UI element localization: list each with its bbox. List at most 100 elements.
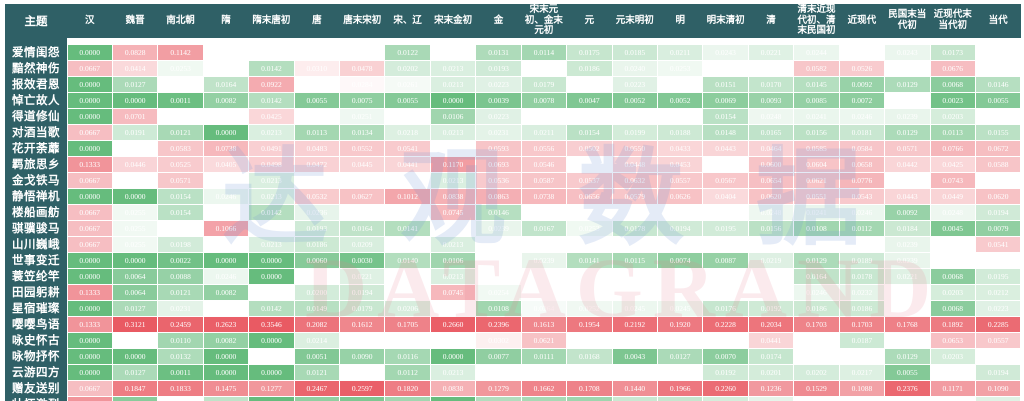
heatmap-cell: 0.0213 bbox=[249, 188, 294, 204]
heatmap-cell: 0.0142 bbox=[249, 92, 294, 108]
heatmap-cell: 0.0838 bbox=[430, 188, 476, 204]
heatmap-cell bbox=[249, 44, 294, 60]
heatmap-cell: 0.0248 bbox=[930, 204, 975, 220]
column-header: 汉 bbox=[84, 14, 95, 26]
heatmap-cell: 0.0239 bbox=[476, 220, 521, 236]
table-row: 报效君恩 0.0000 0.0127 0.0164 0.0922 0.0284 0.0261… bbox=[5, 76, 1021, 92]
heatmap-cell: 0.0498 bbox=[249, 156, 294, 172]
heatmap-cell: 0.0127 bbox=[112, 76, 158, 92]
heatmap-cell: 0.0194 bbox=[657, 220, 703, 236]
heatmap-cell bbox=[885, 172, 930, 188]
heatmap-cell: 0.0108 bbox=[476, 300, 521, 316]
heatmap-cell: 0.0052 bbox=[612, 92, 657, 108]
heatmap-cell bbox=[521, 268, 567, 284]
heatmap-cell: 0.2623 bbox=[203, 316, 249, 332]
heatmap-cell: 0.0132 bbox=[158, 348, 203, 364]
heatmap-cell: 0.0253 bbox=[567, 220, 612, 236]
column-header: 魏晋 bbox=[125, 14, 145, 26]
heatmap-cell: 0.0667 bbox=[67, 124, 112, 140]
heatmap-cell: 0.0239 bbox=[521, 252, 567, 268]
heatmap-cell: 0.0000 bbox=[249, 364, 294, 380]
heatmap-cell: 0.0453 bbox=[657, 156, 703, 172]
heatmap-cell: 0.0243 bbox=[885, 44, 930, 60]
heatmap-cell bbox=[158, 396, 203, 401]
heatmap-cell: 0.0022 bbox=[158, 252, 203, 268]
heatmap-cell bbox=[430, 332, 476, 348]
heatmap-cell: 0.0443 bbox=[703, 140, 748, 156]
heatmap-cell: 0.0302 bbox=[476, 332, 521, 348]
heatmap-cell: 0.2459 bbox=[158, 316, 203, 332]
row-label: 山川巍峨 bbox=[5, 236, 67, 252]
column-header: 元 bbox=[584, 14, 595, 26]
heatmap-cell: 0.0241 bbox=[794, 108, 839, 124]
heatmap-cell: 0.0178 bbox=[839, 268, 885, 284]
heatmap-cell bbox=[430, 300, 476, 316]
row-label: 羁旅思乡 bbox=[5, 156, 67, 172]
column-header: 近现代 bbox=[847, 14, 877, 26]
heatmap-cell: 0.0445 bbox=[340, 156, 385, 172]
heatmap-cell: 0.0667 bbox=[67, 220, 112, 236]
heatmap-cell: 0.0246 bbox=[203, 188, 249, 204]
heatmap-cell: 0.0000 bbox=[67, 364, 112, 380]
heatmap-cell bbox=[567, 364, 612, 380]
heatmap-cell: 0.0127 bbox=[112, 300, 158, 316]
heatmap-cell bbox=[476, 236, 521, 252]
heatmap-cell: 0.0000 bbox=[203, 124, 249, 140]
label-column-strip bbox=[5, 38, 67, 44]
column-header: 元末明初 bbox=[615, 14, 654, 26]
row-label: 咏物抒怀 bbox=[5, 348, 67, 364]
heatmap-cell: 0.0075 bbox=[340, 92, 385, 108]
heatmap-cell: 0.0405 bbox=[203, 156, 249, 172]
heatmap-cell: 0.0194 bbox=[975, 204, 1021, 220]
heatmap-cell bbox=[612, 108, 657, 124]
heatmap-cell: 0.0111 bbox=[521, 348, 567, 364]
heatmap-cell: 0.0442 bbox=[885, 156, 930, 172]
heatmap-cell bbox=[748, 268, 794, 284]
heatmap-cell: 0.0543 bbox=[839, 188, 885, 204]
heatmap-cell: 0.0284 bbox=[340, 76, 385, 92]
heatmap-cell: 0.0620 bbox=[748, 188, 794, 204]
heatmap-cell bbox=[567, 268, 612, 284]
column-header: 唐 bbox=[312, 14, 322, 26]
heatmap-cell: 0.0693 bbox=[476, 156, 521, 172]
heatmap-cell bbox=[249, 348, 294, 364]
heatmap-cell: 0.0110 bbox=[158, 332, 203, 348]
heatmap-cell: 0.0174 bbox=[748, 348, 794, 364]
heatmap-cell: 0.0557 bbox=[657, 172, 703, 188]
heatmap-cell: 0.0030 bbox=[340, 252, 385, 268]
heatmap-cell: 0.0064 bbox=[112, 284, 158, 300]
heatmap-cell: 0.1612 bbox=[340, 316, 385, 332]
heatmap-cell: 0.0106 bbox=[430, 108, 476, 124]
heatmap-cell: 0.0404 bbox=[703, 188, 748, 204]
heatmap-cell: 0.0654 bbox=[748, 172, 794, 188]
heatmap-cell bbox=[612, 236, 657, 252]
heatmap-cell: 0.0078 bbox=[294, 396, 340, 401]
heatmap-cell bbox=[203, 108, 249, 124]
column-header: 宋末元初、金末元初 bbox=[524, 4, 563, 37]
table-row: 爱情闺怨 0.0000 0.0828 0.1142 0.0122 0.0131 0.0114… bbox=[5, 44, 1021, 60]
heatmap-cell: 0.0557 bbox=[975, 332, 1021, 348]
heatmap-cell bbox=[794, 396, 839, 401]
heatmap-cell: 0.0525 bbox=[158, 156, 203, 172]
heatmap-cell: 0.0195 bbox=[703, 220, 748, 236]
heatmap-cell: 0.0621 bbox=[521, 332, 567, 348]
heatmap-cell: 0.2660 bbox=[430, 316, 476, 332]
heatmap-cell: 0.2396 bbox=[476, 316, 521, 332]
heatmap-cell bbox=[567, 236, 612, 252]
heatmap-cell bbox=[885, 92, 930, 108]
heatmap-cell: 0.0154 bbox=[567, 124, 612, 140]
heatmap-cell: 0.0213 bbox=[430, 76, 476, 92]
heatmap-cell: 0.0676 bbox=[930, 60, 975, 76]
heatmap-cell: 0.0127 bbox=[112, 364, 158, 380]
heatmap-cell bbox=[203, 236, 249, 252]
heatmap-cell bbox=[521, 108, 567, 124]
heatmap-cell bbox=[930, 364, 975, 380]
heatmap-cell: 0.0149 bbox=[294, 300, 340, 316]
column-header: 唐末宋初 bbox=[343, 14, 382, 26]
heatmap-cell: 0.0070 bbox=[703, 348, 748, 364]
heatmap-cell: 0.2376 bbox=[885, 380, 930, 396]
heatmap-cell: 0.0658 bbox=[839, 156, 885, 172]
heatmap-cell bbox=[158, 108, 203, 124]
heatmap-cell: 0.1170 bbox=[430, 156, 476, 172]
heatmap-cell: 0.0667 bbox=[67, 204, 112, 220]
